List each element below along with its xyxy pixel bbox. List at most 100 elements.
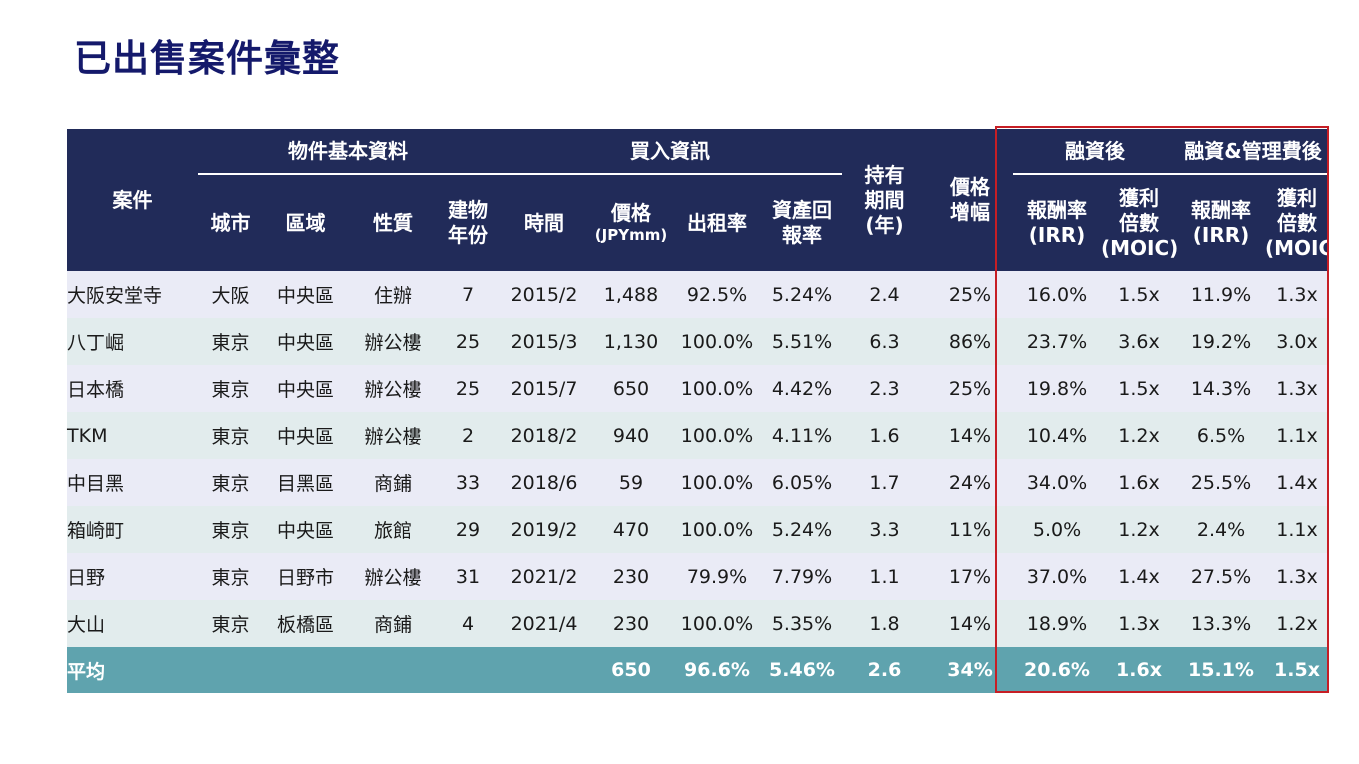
cell-growth: 24% (927, 459, 1013, 506)
cell-occupancy: 92.5% (672, 271, 762, 318)
header-moic-net-line2: 倍數 (1277, 210, 1317, 235)
header-irr-net: 報酬率 (IRR) (1177, 174, 1265, 271)
header-irr-net-line1: 報酬率 (1191, 198, 1251, 222)
cell-case: 大山 (67, 600, 198, 647)
cell-occupancy: 100.0% (672, 600, 762, 647)
cell-city: 東京 (198, 412, 263, 459)
cell-city: 大阪 (198, 271, 263, 318)
cell-area: 中央區 (263, 365, 348, 412)
cell-growth: 25% (927, 271, 1013, 318)
header-hold-period: 持有 期間 (年) (842, 129, 927, 271)
cell-yield: 4.42% (762, 365, 842, 412)
cell-irr-net: 27.5% (1177, 553, 1265, 600)
cell-moic-net: 1.1x (1265, 412, 1330, 459)
cell-type: 商鋪 (348, 600, 438, 647)
cell-irr-net: 25.5% (1177, 459, 1265, 506)
cell-age-empty (438, 647, 498, 693)
cell-type: 辦公樓 (348, 553, 438, 600)
cell-growth: 86% (927, 318, 1013, 365)
cell-type: 旅館 (348, 506, 438, 553)
header-irr-fin-line2: (IRR) (1028, 223, 1086, 247)
cell-age: 4 (438, 600, 498, 647)
cell-moic-fin: 3.6x (1101, 318, 1177, 365)
cell-occupancy: 100.0% (672, 459, 762, 506)
cell-price: 230 (590, 553, 672, 600)
cell-moic-fin: 1.5x (1101, 365, 1177, 412)
header-hold-line2: 期間 (864, 187, 905, 212)
cell-price: 1,488 (590, 271, 672, 318)
table-row: 大阪安堂寺 大阪 中央區 住辦 7 2015/2 1,488 92.5% 5.2… (67, 271, 1330, 318)
header-moic-financing: 獲利 倍數 (MOIC) (1101, 174, 1178, 271)
header-moic-fin-line1: 獲利 (1119, 185, 1159, 210)
cell-growth: 11% (927, 506, 1013, 553)
cell-irr-fin: 37.0% (1013, 553, 1101, 600)
cell-yield: 5.24% (762, 271, 842, 318)
cell-growth: 17% (927, 553, 1013, 600)
avg-growth: 34% (927, 647, 1013, 693)
cell-yield: 5.35% (762, 600, 842, 647)
cell-moic-net: 1.2x (1265, 600, 1330, 647)
cell-area: 中央區 (263, 318, 348, 365)
cell-irr-fin: 10.4% (1013, 412, 1101, 459)
table-row: TKM 東京 中央區 辦公樓 2 2018/2 940 100.0% 4.11%… (67, 412, 1330, 459)
header-type: 性質 (348, 174, 438, 271)
header-group-financing: 融資後 (1013, 129, 1177, 175)
header-irr-financing: 報酬率 (IRR) (1013, 174, 1101, 271)
avg-moic-fin: 1.6x (1101, 647, 1177, 693)
cell-area: 目黑區 (263, 459, 348, 506)
header-group-basic: 物件基本資料 (198, 129, 498, 175)
cell-type: 商鋪 (348, 459, 438, 506)
cell-yield: 5.24% (762, 506, 842, 553)
header-irr-fin-line1: 報酬率 (1027, 198, 1087, 222)
average-row: 平均 650 96.6% 5.46% 2.6 34% 20.6% 1.6x 15… (67, 647, 1330, 693)
cell-type: 辦公樓 (348, 412, 438, 459)
header-moic-net-line1: 獲利 (1277, 185, 1317, 210)
header-yield-line2: 報率 (782, 223, 822, 247)
cell-city: 東京 (198, 365, 263, 412)
cell-case: 日本橋 (67, 365, 198, 412)
cell-occupancy: 100.0% (672, 318, 762, 365)
cell-type: 住辦 (348, 271, 438, 318)
cell-irr-net: 2.4% (1177, 506, 1265, 553)
cell-age: 31 (438, 553, 498, 600)
cell-irr-net: 13.3% (1177, 600, 1265, 647)
cell-time: 2018/2 (498, 412, 590, 459)
cell-area: 中央區 (263, 506, 348, 553)
cell-yield: 5.51% (762, 318, 842, 365)
header-price: 價格 (JPYmm) (590, 174, 672, 271)
cell-hold: 6.3 (842, 318, 927, 365)
cell-city: 東京 (198, 506, 263, 553)
cell-age: 33 (438, 459, 498, 506)
header-occupancy: 出租率 (672, 174, 762, 271)
header-moic-net: 獲利 倍數 (MOIC) (1265, 174, 1342, 271)
header-growth-line1: 價格 (950, 175, 990, 199)
header-group-financing-mgmt: 融資&管理費後 (1177, 129, 1330, 175)
cell-growth: 25% (927, 365, 1013, 412)
cell-hold: 2.4 (842, 271, 927, 318)
avg-irr-fin: 20.6% (1013, 647, 1101, 693)
cell-type: 辦公樓 (348, 365, 438, 412)
cell-case: 日野 (67, 553, 198, 600)
avg-irr-net: 15.1% (1177, 647, 1265, 693)
cell-moic-net: 1.3x (1265, 553, 1330, 600)
cell-price: 940 (590, 412, 672, 459)
avg-occupancy: 96.6% (672, 647, 762, 693)
header-hold-line1: 持有 (864, 162, 905, 187)
cell-moic-fin: 1.4x (1101, 553, 1177, 600)
header-moic-fin-line2: 倍數 (1119, 210, 1159, 235)
header-group-buy: 買入資訊 (498, 129, 842, 175)
cell-case: 中目黑 (67, 459, 198, 506)
header-asset-yield: 資產回 報率 (762, 174, 842, 271)
cell-moic-fin: 1.2x (1101, 412, 1177, 459)
cell-growth: 14% (927, 412, 1013, 459)
cell-irr-fin: 23.7% (1013, 318, 1101, 365)
header-price-line1: 價格 (611, 201, 651, 226)
table-row: 中目黑 東京 目黑區 商鋪 33 2018/6 59 100.0% 6.05% … (67, 459, 1330, 506)
header-hold-line3: (年) (865, 212, 904, 237)
table-row: 八丁崛 東京 中央區 辦公樓 25 2015/3 1,130 100.0% 5.… (67, 318, 1330, 365)
cell-area: 日野市 (263, 553, 348, 600)
cell-moic-fin: 1.5x (1101, 271, 1177, 318)
cell-irr-net: 19.2% (1177, 318, 1265, 365)
cell-moic-net: 3.0x (1265, 318, 1330, 365)
cell-moic-net: 1.3x (1265, 365, 1330, 412)
